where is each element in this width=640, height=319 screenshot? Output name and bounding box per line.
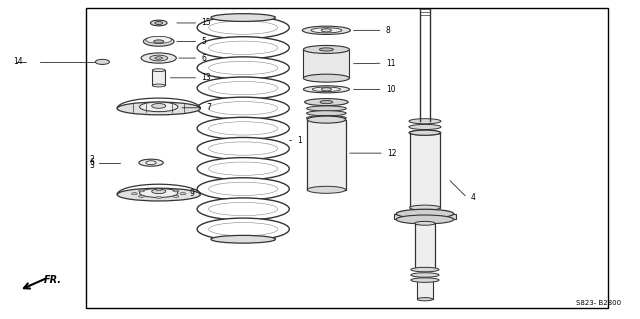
Ellipse shape — [411, 273, 439, 277]
Ellipse shape — [155, 21, 163, 25]
Ellipse shape — [197, 198, 289, 220]
Ellipse shape — [140, 189, 178, 197]
Text: FR.: FR. — [44, 275, 61, 285]
Ellipse shape — [117, 188, 200, 201]
Ellipse shape — [197, 97, 289, 119]
Bar — [86, 8, 608, 308]
Ellipse shape — [150, 20, 167, 26]
Ellipse shape — [156, 189, 161, 191]
Ellipse shape — [173, 195, 179, 197]
Ellipse shape — [409, 119, 441, 124]
Ellipse shape — [312, 87, 340, 92]
Text: 8: 8 — [386, 26, 390, 35]
Ellipse shape — [197, 77, 289, 99]
Ellipse shape — [409, 124, 441, 130]
Ellipse shape — [197, 158, 289, 180]
Bar — [410, 133, 440, 208]
Ellipse shape — [321, 88, 332, 91]
Ellipse shape — [307, 116, 346, 123]
Ellipse shape — [139, 159, 163, 166]
Ellipse shape — [396, 209, 454, 218]
Ellipse shape — [211, 235, 275, 243]
Ellipse shape — [154, 40, 164, 43]
Ellipse shape — [303, 86, 349, 93]
Ellipse shape — [143, 37, 174, 46]
Text: 15: 15 — [202, 19, 211, 27]
Text: 1: 1 — [298, 136, 302, 145]
Ellipse shape — [197, 137, 289, 160]
Ellipse shape — [302, 26, 351, 34]
Text: 12: 12 — [387, 149, 397, 158]
Ellipse shape — [307, 106, 346, 111]
Ellipse shape — [152, 84, 165, 87]
Ellipse shape — [197, 117, 289, 139]
Ellipse shape — [197, 178, 289, 200]
Ellipse shape — [152, 189, 166, 194]
Text: 14: 14 — [13, 57, 22, 66]
Ellipse shape — [411, 278, 439, 282]
Ellipse shape — [155, 57, 163, 59]
Text: 6: 6 — [90, 158, 95, 167]
Ellipse shape — [307, 186, 346, 193]
Ellipse shape — [307, 115, 346, 121]
Ellipse shape — [146, 161, 156, 165]
Ellipse shape — [152, 69, 165, 72]
Ellipse shape — [211, 14, 275, 21]
Ellipse shape — [303, 74, 349, 82]
Ellipse shape — [132, 193, 138, 195]
Ellipse shape — [411, 267, 439, 272]
Bar — [417, 280, 433, 299]
Text: 5: 5 — [202, 37, 207, 46]
Text: 9: 9 — [189, 189, 195, 198]
Text: S823- B2800: S823- B2800 — [575, 300, 621, 307]
Ellipse shape — [410, 205, 440, 210]
Ellipse shape — [156, 197, 161, 198]
Ellipse shape — [197, 17, 289, 39]
Ellipse shape — [319, 48, 333, 51]
Bar — [415, 223, 435, 270]
Ellipse shape — [139, 195, 145, 197]
Ellipse shape — [141, 53, 177, 63]
Text: 10: 10 — [386, 85, 396, 94]
Ellipse shape — [146, 36, 172, 43]
Ellipse shape — [320, 100, 333, 104]
Ellipse shape — [173, 190, 179, 192]
Ellipse shape — [95, 59, 109, 64]
Ellipse shape — [410, 130, 440, 135]
Ellipse shape — [140, 102, 178, 112]
Text: 7: 7 — [207, 103, 212, 112]
Ellipse shape — [197, 218, 289, 240]
Ellipse shape — [321, 29, 332, 32]
Ellipse shape — [311, 28, 342, 33]
Text: 3: 3 — [90, 161, 95, 170]
Bar — [394, 214, 456, 219]
Text: 6: 6 — [202, 54, 207, 63]
Text: 2: 2 — [90, 155, 95, 164]
Ellipse shape — [197, 57, 289, 79]
Ellipse shape — [417, 298, 433, 301]
Bar — [152, 70, 165, 85]
Ellipse shape — [305, 99, 348, 106]
Ellipse shape — [409, 130, 441, 135]
Ellipse shape — [180, 193, 186, 195]
Ellipse shape — [303, 45, 349, 54]
Bar — [307, 120, 346, 190]
Text: 4: 4 — [470, 193, 476, 202]
Ellipse shape — [396, 215, 454, 224]
Ellipse shape — [197, 37, 289, 59]
Ellipse shape — [150, 55, 168, 61]
Ellipse shape — [139, 190, 145, 192]
Ellipse shape — [307, 111, 346, 116]
Text: 11: 11 — [386, 59, 396, 68]
Ellipse shape — [415, 221, 435, 225]
Text: 13: 13 — [202, 73, 211, 82]
Ellipse shape — [117, 102, 200, 115]
Bar — [303, 49, 349, 78]
Ellipse shape — [152, 103, 166, 108]
